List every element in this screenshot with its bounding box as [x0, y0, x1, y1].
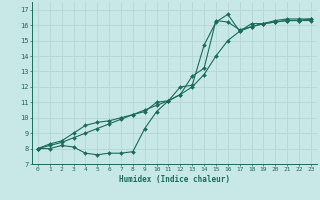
X-axis label: Humidex (Indice chaleur): Humidex (Indice chaleur) — [119, 175, 230, 184]
